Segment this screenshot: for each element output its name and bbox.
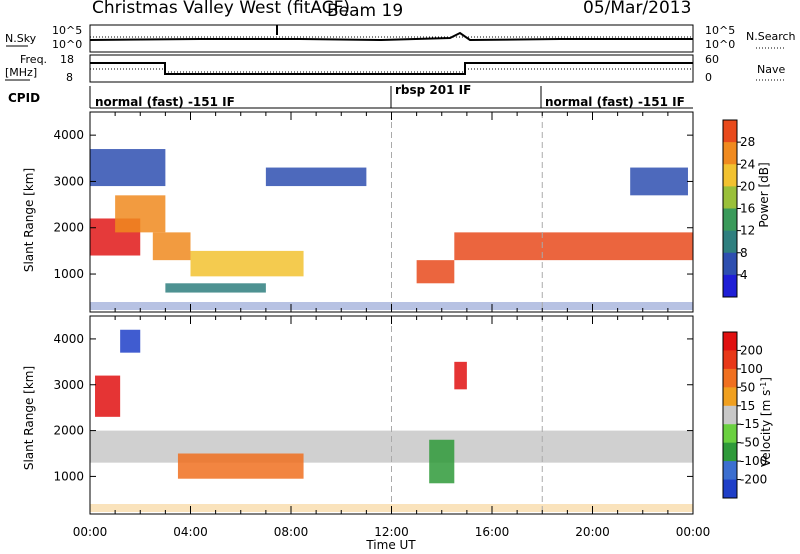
velocity-colorbar-label-3: 15 (740, 399, 755, 413)
power-colorbar: 28 24 20 16 12 8 4 (722, 119, 755, 298)
power-colorbar-swatch-4 (723, 208, 737, 232)
velocity-colorbar-swatch-3 (723, 387, 737, 407)
nave-tick-top: 60 (705, 53, 719, 66)
velocity-colorbar-swatch-5 (723, 424, 737, 444)
xtick-label-1: 04:00 (173, 525, 208, 539)
velocity-region-4 (95, 375, 121, 417)
power-colorbar-swatch-0 (723, 120, 737, 143)
nsearch-tick-bottom: 10^0 (705, 38, 735, 51)
velocity-ytick-label-2: 2000 (53, 424, 84, 438)
freq-tick-bottom: 8 (66, 71, 73, 84)
velocity-colorbar-label-5: -50 (740, 436, 760, 450)
cpid-segment-3: normal (fast) -151 IF (545, 95, 685, 109)
power-region-5 (90, 149, 166, 187)
nsky-tick-bottom: 10^0 (52, 38, 82, 51)
xtick-label-0: 00:00 (73, 525, 108, 539)
cpid-segment-1: normal (fast) -151 IF (95, 95, 235, 109)
power-region-9 (630, 167, 688, 196)
power-colorbar-swatch-7 (723, 274, 737, 298)
velocity-colorbar-label-1: 100 (740, 362, 763, 376)
power-ytick-label-3: 1000 (53, 267, 84, 281)
xtick-label-6: 00:00 (676, 525, 711, 539)
xtick-label-2: 08:00 (274, 525, 309, 539)
nave-label: Nave (757, 63, 785, 76)
beam-label: Beam 19 (327, 1, 403, 21)
power-colorbar-swatch-5 (723, 230, 737, 254)
velocity-ytick-label-1: 3000 (53, 378, 84, 392)
power-colorbar-swatch-3 (723, 186, 737, 209)
power-region-3 (190, 250, 304, 277)
power-colorbar-label-6: 4 (740, 268, 748, 282)
velocity-panel: 4000 3000 2000 1000 00:00 04:00 08:00 12:00 16:0… (53, 315, 711, 539)
power-colorbar-label-0: 28 (740, 135, 755, 149)
velocity-ytick-label-3: 1000 (53, 469, 84, 483)
power-panel: 4000 3000 2000 1000 (53, 111, 694, 313)
power-region-8 (454, 232, 693, 261)
freq-tick-top: 18 (60, 53, 74, 66)
power-colorbar-label-2: 20 (740, 179, 755, 193)
power-colorbar-label: Power [dB] (757, 162, 771, 227)
velocity-colorbar-frame (722, 331, 738, 499)
power-colorbar-swatch-1 (723, 142, 737, 165)
power-colorbar-swatch-6 (723, 252, 737, 276)
velocity-colorbar-swatch-6 (723, 442, 737, 462)
freq-label-1: Freq. (20, 53, 47, 66)
power-ytick-label-1: 3000 (53, 174, 84, 188)
xtick-label-5: 20:00 (575, 525, 610, 539)
velocity-colorbar: 200 100 50 15 -15 -50 -100 -200 (722, 331, 767, 499)
velocity-colorbar-swatch-7 (723, 461, 737, 481)
cpid-segment-2: rbsp 201 IF (395, 83, 471, 97)
date-label: 05/Mar/2013 (583, 0, 691, 18)
power-region-6 (265, 167, 367, 187)
x-axis-label: Time UT (365, 538, 416, 552)
radar-title: Christmas Valley West (fitACF) (92, 0, 350, 18)
power-region-4 (165, 283, 266, 293)
velocity-colorbar-swatch-4 (723, 405, 737, 425)
nsky-label: N.Sky (5, 32, 37, 45)
power-colorbar-label-3: 16 (740, 202, 755, 216)
velocity-colorbar-swatch-2 (723, 368, 737, 388)
velocity-ytick-label-0: 4000 (53, 332, 84, 346)
velocity-region-3 (454, 361, 467, 390)
power-region-7 (416, 260, 455, 284)
velocity-region-2 (429, 439, 455, 484)
nsearch-label: N.Search (746, 30, 796, 43)
velocity-frame (89, 315, 694, 515)
velocity-colorbar-label-0: 200 (740, 343, 763, 357)
nsky-series (89, 31, 693, 42)
velocity-colorbar-label-6: -100 (740, 454, 767, 468)
power-region-2 (152, 232, 191, 261)
power-colorbar-swatch-2 (723, 164, 737, 187)
velocity-colorbar-label: Velocity [m s-1] (759, 377, 774, 467)
nsearch-tick-top: 10^5 (705, 24, 735, 37)
nave-tick-bottom: 0 (705, 71, 712, 84)
velocity-colorbar-label-4: -15 (740, 417, 760, 431)
power-region-1 (115, 195, 166, 233)
power-ytick-label-2: 2000 (53, 221, 84, 235)
velocity-region-1 (177, 453, 304, 479)
velocity-colorbar-swatch-1 (723, 350, 737, 370)
velocity-colorbar-swatch-0 (723, 332, 737, 351)
velocity-colorbar-swatch-8 (723, 479, 737, 499)
nave-series (90, 68, 693, 73)
power-ylabel: Slant Range [km] (22, 168, 36, 272)
cpid-label: CPID (8, 91, 40, 105)
xtick-label-4: 16:00 (475, 525, 510, 539)
power-colorbar-label-4: 12 (740, 224, 755, 238)
freq-label-2: [MHz] (5, 66, 37, 79)
nsky-tick-top: 10^5 (52, 24, 82, 37)
velocity-colorbar-label-2: 50 (740, 380, 755, 394)
freq-panel (89, 54, 694, 83)
power-colorbar-label-5: 8 (740, 246, 748, 260)
velocity-ylabel: Slant Range [km] (22, 366, 36, 470)
freq-series (90, 62, 693, 75)
power-ytick-label-0: 4000 (53, 128, 84, 142)
velocity-region-5 (120, 329, 141, 353)
velocity-colorbar-label-7: -200 (740, 473, 767, 487)
power-colorbar-label-1: 24 (740, 157, 755, 171)
xtick-label-3: 12:00 (374, 525, 409, 539)
